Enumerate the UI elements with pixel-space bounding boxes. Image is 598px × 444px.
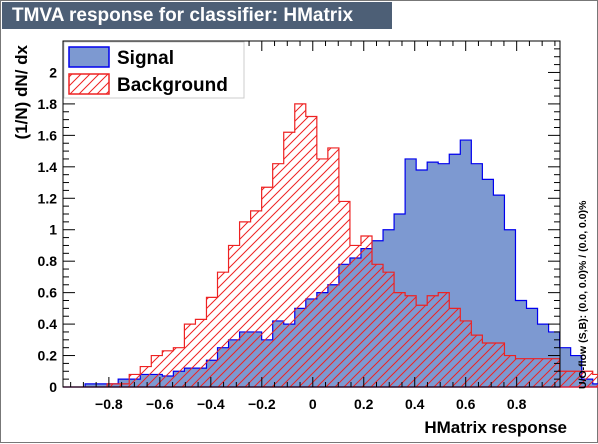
y-tick-label: 0.6 (38, 285, 58, 301)
y-tick-label: 1.6 (38, 127, 58, 143)
x-tick-label: −0.2 (248, 396, 276, 412)
y-tick-label: 1.2 (38, 190, 58, 206)
background-histogram (63, 103, 598, 388)
y-tick-label: 0.8 (38, 253, 58, 269)
y-tick-label: 2 (49, 64, 57, 80)
x-tick-label: −0.6 (146, 396, 174, 412)
legend-signal-label: Signal (117, 48, 174, 69)
y-tick-label: 0.4 (38, 316, 58, 332)
y-tick-label: 1.4 (38, 159, 58, 175)
overflow-note: U/O-flow (S,B): (0.0, 0.0)% / (0.0, 0.0)… (577, 200, 589, 389)
x-tick-label: −0.8 (95, 396, 123, 412)
legend-background-swatch (68, 73, 110, 95)
x-tick-label: 0 (309, 396, 317, 412)
y-tick-label: 0 (49, 379, 57, 395)
y-axis-title: (1/N) dN/ dx (12, 44, 31, 139)
y-tick-label: 0.2 (38, 348, 58, 364)
x-axis-title: HMatrix response (424, 418, 567, 437)
x-tick-label: −0.4 (197, 396, 225, 412)
x-tick-label: 0.6 (456, 396, 476, 412)
x-tick-label: 0.2 (354, 396, 374, 412)
y-tick-label: 1.8 (38, 96, 58, 112)
chart-title: TMVA response for classifier: HMatrix (2, 2, 392, 29)
legend-signal-swatch (68, 46, 110, 68)
y-tick-label: 1 (49, 222, 57, 238)
x-tick-label: 0.4 (405, 396, 425, 412)
legend-background-label: Background (117, 75, 228, 96)
x-tick-label: 0.8 (507, 396, 527, 412)
